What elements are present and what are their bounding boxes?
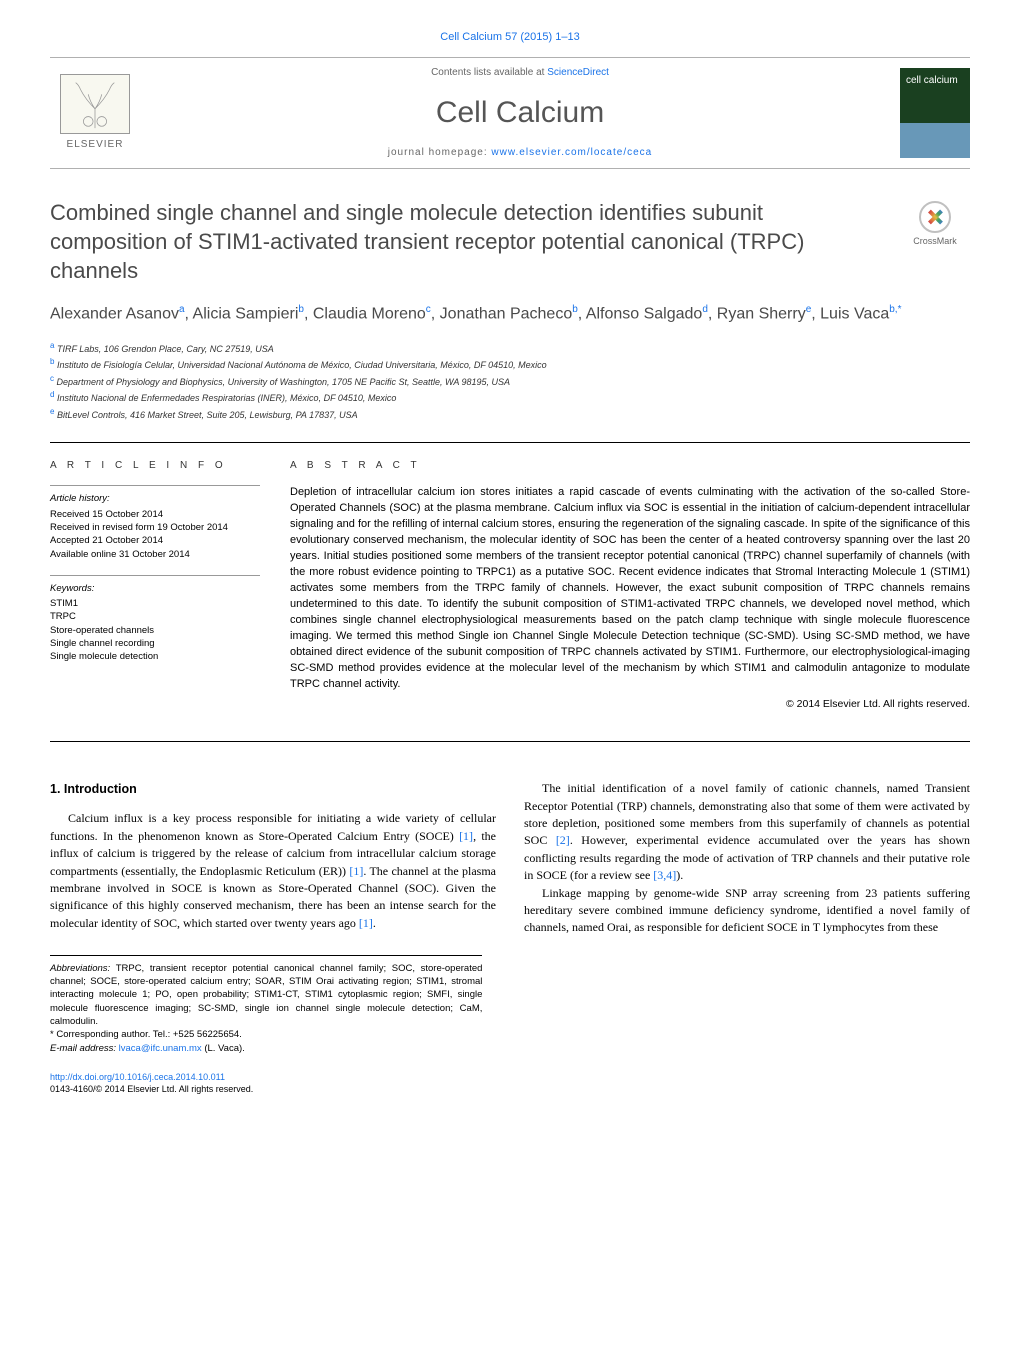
keyword: Single molecule detection	[50, 650, 260, 663]
homepage-link[interactable]: www.elsevier.com/locate/ceca	[491, 147, 652, 158]
affiliation-line: b Instituto de Fisiología Celular, Unive…	[50, 356, 970, 373]
header-center: Contents lists available at ScienceDirec…	[140, 66, 900, 160]
keyword: TRPC	[50, 610, 260, 623]
journal-cover-thumbnail: cell calcium	[900, 68, 970, 158]
citation-ref[interactable]: [2]	[556, 833, 570, 847]
affiliation-line: a TIRF Labs, 106 Grendon Place, Cary, NC…	[50, 340, 970, 357]
history-line: Received 15 October 2014	[50, 508, 260, 521]
keyword: Store-operated channels	[50, 624, 260, 637]
history-line: Available online 31 October 2014	[50, 548, 260, 561]
citation-ref[interactable]: [1]	[349, 864, 363, 878]
keyword: STIM1	[50, 597, 260, 610]
body-paragraph: Calcium influx is a key process responsi…	[50, 810, 496, 932]
corresponding-email[interactable]: lvaca@ifc.unam.mx	[119, 1043, 202, 1054]
citation-ref[interactable]: [1]	[459, 829, 473, 843]
affiliations-list: a TIRF Labs, 106 Grendon Place, Cary, NC…	[50, 340, 970, 423]
email-label: E-mail address:	[50, 1043, 116, 1054]
article-info-heading: a r t i c l e i n f o	[50, 459, 260, 473]
history-line: Accepted 21 October 2014	[50, 534, 260, 547]
doi-link[interactable]: http://dx.doi.org/10.1016/j.ceca.2014.10…	[50, 1071, 970, 1084]
contents-available-line: Contents lists available at ScienceDirec…	[140, 66, 900, 80]
crossmark-icon	[919, 201, 951, 233]
abbrev-text: TRPC, transient receptor potential canon…	[50, 963, 482, 1027]
email-name: (L. Vaca).	[204, 1043, 244, 1054]
article-title: Combined single channel and single molec…	[50, 199, 880, 285]
elsevier-tree-icon	[60, 74, 130, 134]
email-footnote: E-mail address: lvaca@ifc.unam.mx (L. Va…	[50, 1042, 482, 1055]
keywords-label: Keywords:	[50, 582, 260, 595]
running-head-citation: Cell Calcium 57 (2015) 1–13	[50, 30, 970, 45]
body-paragraph: The initial identification of a novel fa…	[524, 780, 970, 884]
crossmark-label: CrossMark	[913, 235, 957, 248]
section-heading: 1. Introduction	[50, 780, 496, 798]
abbrev-label: Abbreviations:	[50, 963, 110, 974]
issn-copyright-line: 0143-4160/© 2014 Elsevier Ltd. All right…	[50, 1083, 970, 1096]
citation-ref[interactable]: [1]	[359, 916, 373, 930]
abstract-column: a b s t r a c t Depletion of intracellul…	[290, 459, 970, 711]
sciencedirect-link[interactable]: ScienceDirect	[547, 67, 609, 78]
affiliation-line: c Department of Physiology and Biophysic…	[50, 373, 970, 390]
body-text-columns: 1. Introduction Calcium influx is a key …	[50, 780, 970, 937]
cover-text: cell calcium	[906, 75, 958, 86]
footnotes-block: Abbreviations: TRPC, transient receptor …	[50, 955, 482, 1055]
article-info-column: a r t i c l e i n f o Article history: R…	[50, 459, 260, 711]
contents-prefix: Contents lists available at	[431, 67, 547, 78]
cover-band	[900, 123, 970, 158]
journal-homepage-line: journal homepage: www.elsevier.com/locat…	[140, 146, 900, 160]
page-footer-info: http://dx.doi.org/10.1016/j.ceca.2014.10…	[50, 1071, 970, 1096]
affiliation-line: e BitLevel Controls, 416 Market Street, …	[50, 406, 970, 423]
abstract-copyright: © 2014 Elsevier Ltd. All rights reserved…	[290, 697, 970, 712]
abstract-heading: a b s t r a c t	[290, 459, 970, 473]
keywords-block: Keywords: STIM1 TRPC Store-operated chan…	[50, 575, 260, 664]
journal-header: ELSEVIER Contents lists available at Sci…	[50, 57, 970, 169]
abbreviations-footnote: Abbreviations: TRPC, transient receptor …	[50, 962, 482, 1028]
affiliation-line: d Instituto Nacional de Enfermedades Res…	[50, 389, 970, 406]
body-paragraph: Linkage mapping by genome-wide SNP array…	[524, 885, 970, 937]
publisher-logo: ELSEVIER	[50, 68, 140, 158]
corresponding-author-footnote: * Corresponding author. Tel.: +525 56225…	[50, 1028, 482, 1041]
homepage-prefix: journal homepage:	[388, 147, 492, 158]
abstract-text: Depletion of intracellular calcium ion s…	[290, 485, 970, 692]
journal-name: Cell Calcium	[140, 92, 900, 134]
history-line: Received in revised form 19 October 2014	[50, 521, 260, 534]
keyword: Single channel recording	[50, 637, 260, 650]
title-row: Combined single channel and single molec…	[50, 199, 970, 285]
article-history-block: Article history: Received 15 October 201…	[50, 485, 260, 560]
publisher-name: ELSEVIER	[67, 138, 124, 152]
author-list: Alexander Asanova, Alicia Sampierib, Cla…	[50, 303, 970, 326]
info-abstract-row: a r t i c l e i n f o Article history: R…	[50, 442, 970, 711]
section-divider	[50, 741, 970, 742]
citation-ref[interactable]: [3,4]	[653, 868, 676, 882]
history-label: Article history:	[50, 492, 260, 505]
crossmark-badge[interactable]: CrossMark	[900, 199, 970, 249]
